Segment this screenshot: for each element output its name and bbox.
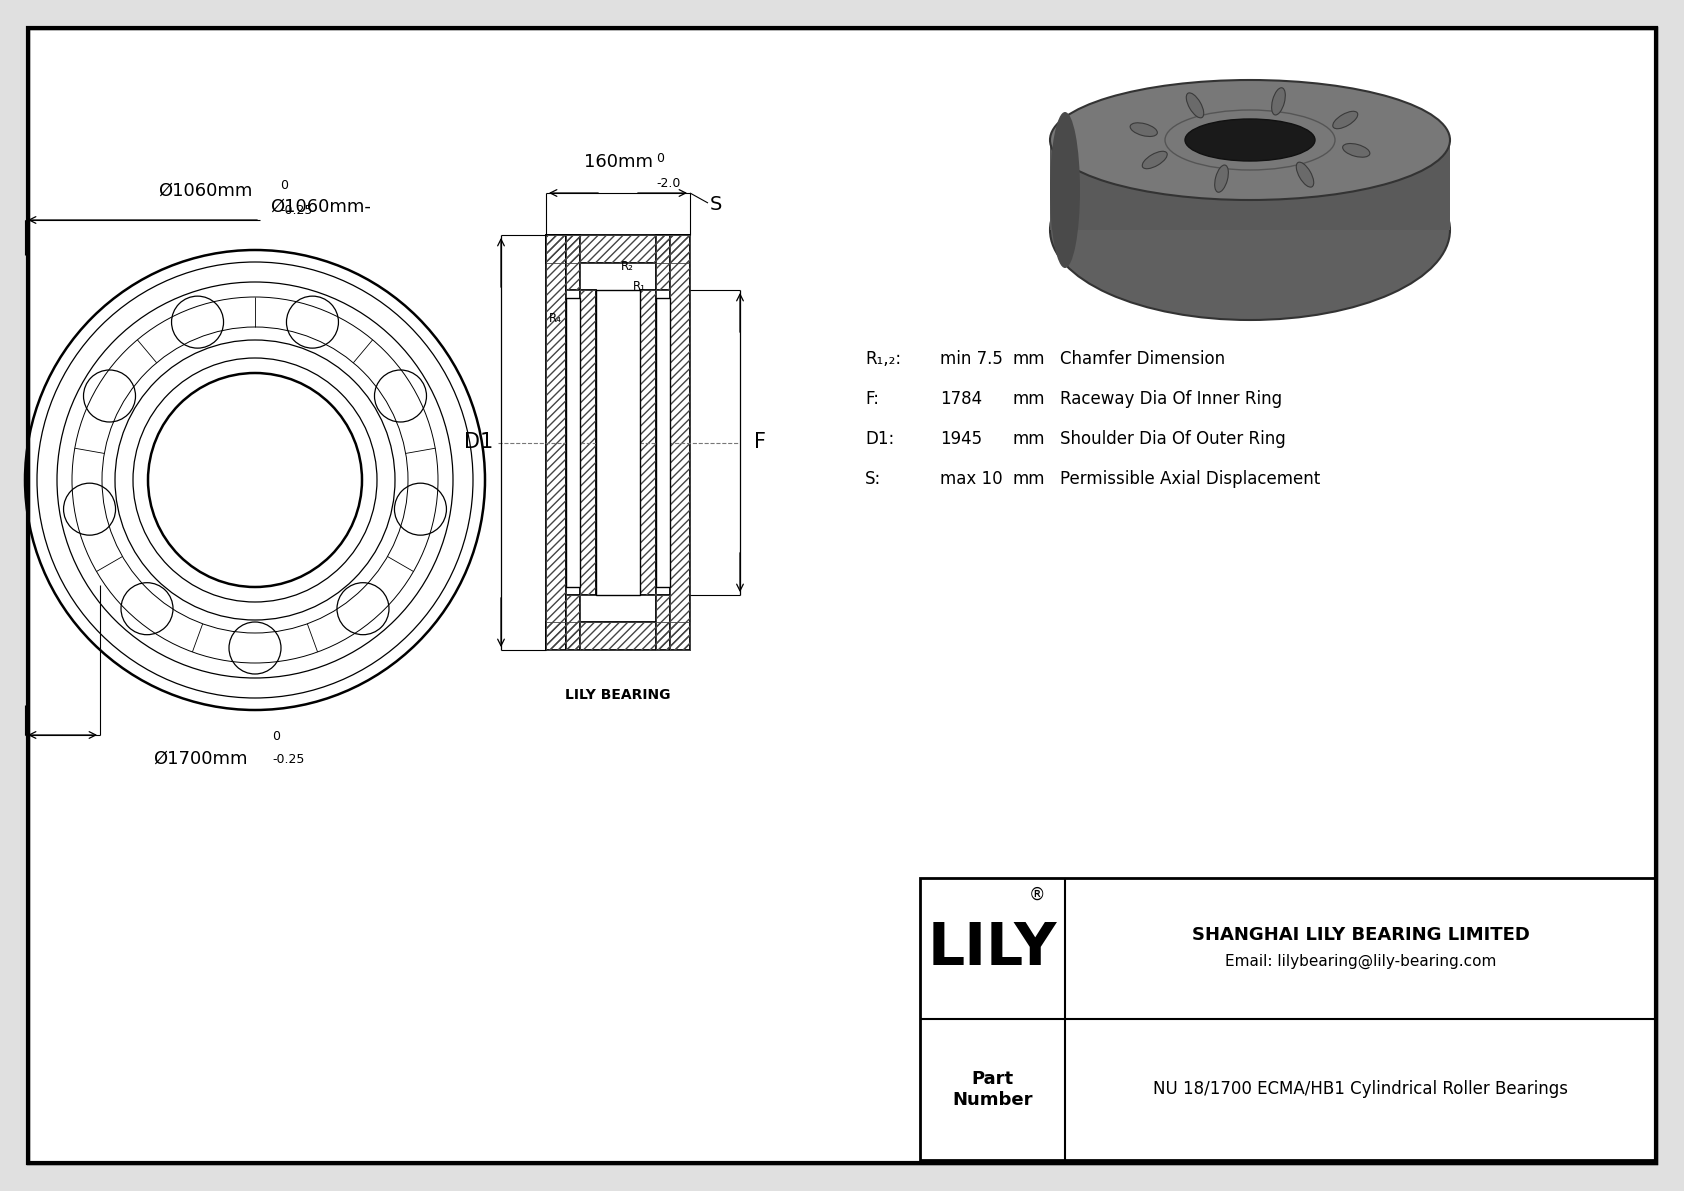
Bar xyxy=(670,235,690,650)
Ellipse shape xyxy=(1271,88,1285,116)
Text: 0: 0 xyxy=(273,730,280,743)
Text: max 10: max 10 xyxy=(940,470,1002,488)
Text: Shoulder Dia Of Outer Ring: Shoulder Dia Of Outer Ring xyxy=(1059,430,1287,448)
Text: 160mm: 160mm xyxy=(583,152,652,172)
Text: S:: S: xyxy=(866,470,881,488)
Bar xyxy=(657,298,670,587)
Text: Part
Number: Part Number xyxy=(951,1070,1032,1109)
Text: R₄: R₄ xyxy=(549,312,562,324)
Bar xyxy=(596,289,640,596)
Text: 1784: 1784 xyxy=(940,389,982,409)
Ellipse shape xyxy=(1186,119,1315,161)
Text: NU 18/1700 ECMA/HB1 Cylindrical Roller Bearings: NU 18/1700 ECMA/HB1 Cylindrical Roller B… xyxy=(1154,1080,1568,1098)
Bar xyxy=(546,622,690,650)
Text: F:: F: xyxy=(866,389,879,409)
Bar xyxy=(640,289,657,596)
Text: Raceway Dia Of Inner Ring: Raceway Dia Of Inner Ring xyxy=(1059,389,1282,409)
Ellipse shape xyxy=(1186,93,1204,118)
Bar xyxy=(657,235,670,289)
Text: LILY: LILY xyxy=(928,919,1058,977)
Bar xyxy=(670,235,690,650)
Text: mm: mm xyxy=(1014,470,1046,488)
Text: Ø1060mm: Ø1060mm xyxy=(158,182,253,200)
Text: R₁: R₁ xyxy=(633,281,647,293)
Bar xyxy=(657,596,670,650)
Ellipse shape xyxy=(1051,80,1450,200)
Bar xyxy=(566,596,579,650)
Ellipse shape xyxy=(1142,151,1167,169)
Text: mm: mm xyxy=(1014,350,1046,368)
Ellipse shape xyxy=(1214,166,1228,192)
Text: min 7.5: min 7.5 xyxy=(940,350,1004,368)
Text: Ø1700mm: Ø1700mm xyxy=(153,750,248,768)
Bar xyxy=(579,289,596,596)
Text: 0: 0 xyxy=(280,179,288,192)
Bar xyxy=(546,235,690,263)
Text: ®: ® xyxy=(1029,886,1046,904)
Text: 0: 0 xyxy=(657,152,663,166)
Text: R₁,₂:: R₁,₂: xyxy=(866,350,901,368)
Ellipse shape xyxy=(1130,123,1157,137)
Text: SHANGHAI LILY BEARING LIMITED: SHANGHAI LILY BEARING LIMITED xyxy=(1192,927,1529,944)
Bar xyxy=(640,289,657,596)
Bar xyxy=(919,878,1655,1160)
Text: LILY BEARING: LILY BEARING xyxy=(566,688,670,701)
Ellipse shape xyxy=(1051,112,1079,268)
Bar xyxy=(657,235,670,289)
Bar xyxy=(1051,141,1450,230)
Ellipse shape xyxy=(1342,144,1369,157)
Ellipse shape xyxy=(1332,111,1357,129)
Text: R₂: R₂ xyxy=(621,261,633,274)
Text: S: S xyxy=(711,195,722,214)
Bar xyxy=(566,235,579,289)
Text: Ø1060mm-: Ø1060mm- xyxy=(269,198,370,216)
Ellipse shape xyxy=(1297,162,1314,187)
Bar xyxy=(566,235,579,289)
Text: D1:: D1: xyxy=(866,430,894,448)
Text: -2.0: -2.0 xyxy=(657,177,680,191)
Text: -0.25: -0.25 xyxy=(280,204,312,217)
Bar xyxy=(657,596,670,650)
Text: Permissible Axial Displacement: Permissible Axial Displacement xyxy=(1059,470,1320,488)
Text: Chamfer Dimension: Chamfer Dimension xyxy=(1059,350,1226,368)
Text: mm: mm xyxy=(1014,389,1046,409)
Bar xyxy=(566,596,579,650)
Text: -0.25: -0.25 xyxy=(273,753,305,766)
Bar xyxy=(546,622,690,650)
Ellipse shape xyxy=(1051,141,1450,320)
Text: F: F xyxy=(754,432,766,453)
Bar xyxy=(546,235,690,263)
Text: 1945: 1945 xyxy=(940,430,982,448)
Text: mm: mm xyxy=(1014,430,1046,448)
Bar xyxy=(579,289,596,596)
Text: Email: lilybearing@lily-bearing.com: Email: lilybearing@lily-bearing.com xyxy=(1224,954,1495,969)
Bar xyxy=(566,298,579,587)
Bar xyxy=(546,235,566,650)
Text: D1: D1 xyxy=(465,432,493,453)
Bar xyxy=(546,235,566,650)
